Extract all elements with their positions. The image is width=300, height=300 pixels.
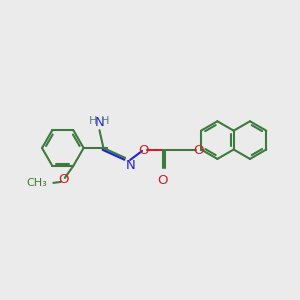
Text: O: O xyxy=(193,143,204,157)
Text: CH₃: CH₃ xyxy=(27,178,47,188)
Text: O: O xyxy=(58,173,69,186)
Text: H: H xyxy=(101,116,110,126)
Text: N: N xyxy=(94,116,104,129)
Text: N: N xyxy=(126,159,136,172)
Text: O: O xyxy=(158,174,168,187)
Text: H: H xyxy=(89,116,98,126)
Text: O: O xyxy=(138,143,148,157)
